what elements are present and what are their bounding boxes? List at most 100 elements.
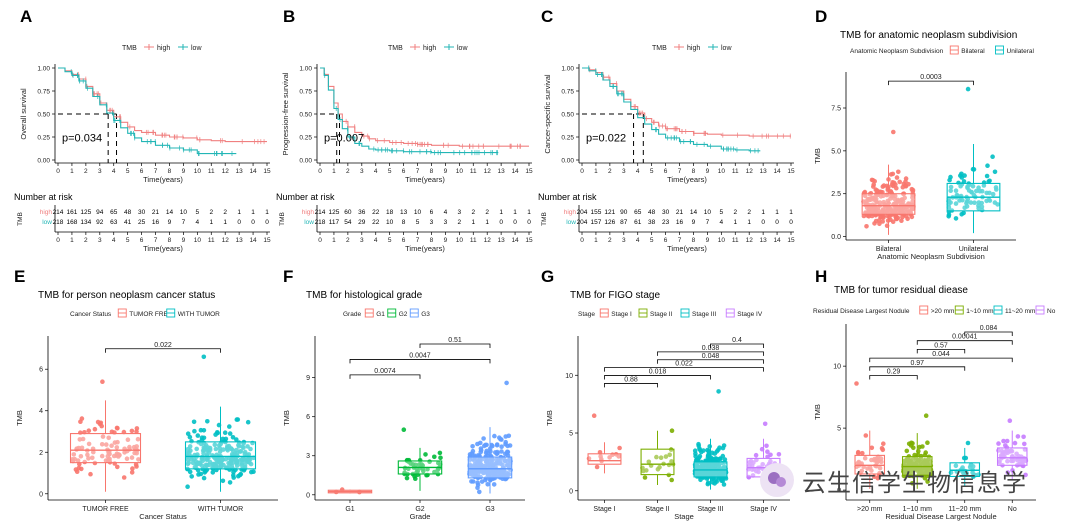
- km-x-tick-label: 2: [608, 168, 612, 175]
- comparison-pvalue: 0.084: [980, 325, 998, 332]
- box-rect: [640, 448, 675, 476]
- box-point: [873, 196, 879, 202]
- box-point: [875, 459, 881, 464]
- risk-x-tick-label: 1: [70, 237, 74, 244]
- box-x-tick-label: G1: [345, 506, 354, 513]
- box-point: [747, 460, 752, 465]
- risk-count: 22: [372, 219, 380, 226]
- box-point: [470, 448, 476, 454]
- box-point: [236, 442, 241, 448]
- km-pvalue: p=0.034: [62, 133, 102, 145]
- box-point: [916, 458, 922, 463]
- box-point: [222, 430, 228, 436]
- km-legend-label: high: [687, 45, 700, 52]
- risk-count: 23: [662, 219, 670, 226]
- box-point: [241, 445, 246, 451]
- box-point: [872, 456, 877, 462]
- box-y-axis-label: TMB: [813, 148, 822, 164]
- comparison-bracket: [710, 343, 764, 348]
- box-point: [205, 419, 210, 424]
- box-legend-label: Stage III: [692, 311, 716, 318]
- box-point: [722, 457, 728, 462]
- risk-row-label: high: [564, 209, 577, 216]
- risk-count: 94: [96, 209, 104, 216]
- risk-count: 0: [527, 219, 531, 226]
- comparison-bracket: [349, 374, 421, 379]
- risk-x-tick-label: 13: [760, 237, 768, 244]
- risk-count: 121: [604, 209, 615, 216]
- panel-letter: C: [541, 7, 553, 26]
- km-legend-label: low: [721, 45, 732, 52]
- risk-count: 9: [168, 219, 172, 226]
- box-point: [716, 463, 722, 468]
- km-x-tick-label: 13: [498, 168, 506, 175]
- box-legend-label: 11~20 mm: [1005, 308, 1035, 315]
- box-point: [878, 189, 884, 195]
- risk-count: 48: [648, 209, 656, 216]
- km-x-tick-label: 7: [416, 168, 420, 175]
- risk-count: 48: [124, 209, 132, 216]
- risk-x-tick-label: 12: [484, 237, 492, 244]
- box-point: [904, 213, 909, 219]
- risk-x-axis-label: Time(years): [667, 244, 707, 253]
- km-x-tick-label: 1: [594, 168, 598, 175]
- comparison-pvalue: 0.4: [732, 337, 742, 344]
- box-legend-label: Bilateral: [961, 48, 985, 55]
- box-point: [764, 443, 769, 449]
- comparison-bracket: [869, 357, 1013, 363]
- box-point: [751, 460, 756, 465]
- box-point: [1010, 458, 1016, 464]
- comparison-pvalue: 0.044: [932, 351, 950, 358]
- risk-count: 10: [704, 209, 712, 216]
- risk-count: 14: [690, 209, 698, 216]
- risk-count: 2: [485, 209, 489, 216]
- box-point: [478, 449, 484, 455]
- box-point: [1009, 449, 1015, 454]
- box-x-tick-label: TUMOR FREE: [82, 506, 129, 513]
- box-x-tick-label: G2: [415, 506, 424, 513]
- risk-row-label: low: [566, 219, 576, 226]
- box-point: [190, 460, 196, 466]
- box-point: [907, 467, 913, 473]
- panel-letter: F: [283, 267, 293, 286]
- km-y-tick-label: 0.75: [561, 89, 574, 96]
- risk-count: 10: [386, 219, 394, 226]
- risk-count: 0: [761, 219, 765, 226]
- box-point: [946, 214, 951, 219]
- box-y-axis-label: TMB: [813, 404, 822, 420]
- box-point: [864, 224, 869, 229]
- box-point: [710, 480, 715, 485]
- risk-count: 54: [344, 219, 352, 226]
- risk-count: 117: [329, 219, 340, 226]
- risk-x-tick-label: 2: [608, 237, 612, 244]
- km-legend-title: TMB: [122, 45, 137, 52]
- box-point: [999, 448, 1005, 454]
- risk-y-axis-label: TMB: [541, 212, 548, 226]
- risk-count: 14: [166, 209, 174, 216]
- risk-count: 61: [634, 219, 642, 226]
- box-point: [198, 471, 204, 477]
- km-x-tick-label: 12: [222, 168, 230, 175]
- box-y-tick-label: 4: [39, 408, 43, 415]
- box-point: [73, 467, 79, 472]
- box-point: [199, 463, 205, 468]
- risk-x-tick-label: 0: [56, 237, 60, 244]
- box-point: [419, 462, 424, 467]
- risk-count: 168: [67, 219, 78, 226]
- box-point: [505, 458, 510, 464]
- risk-count: 36: [358, 209, 366, 216]
- box-y-tick-label: 5.0: [831, 148, 841, 155]
- risk-count: 125: [80, 209, 91, 216]
- box-point: [617, 445, 622, 451]
- box-point: [909, 214, 915, 220]
- box-point: [469, 464, 475, 470]
- box-point: [92, 426, 98, 432]
- risk-count: 1: [265, 209, 269, 216]
- box-point: [976, 185, 981, 190]
- box-point: [1023, 472, 1028, 478]
- box-legend-title: Grade: [343, 311, 361, 318]
- km-x-tick-label: 12: [484, 168, 492, 175]
- box-point: [423, 452, 428, 457]
- risk-x-tick-label: 2: [346, 237, 350, 244]
- comparison-bracket: [869, 366, 966, 371]
